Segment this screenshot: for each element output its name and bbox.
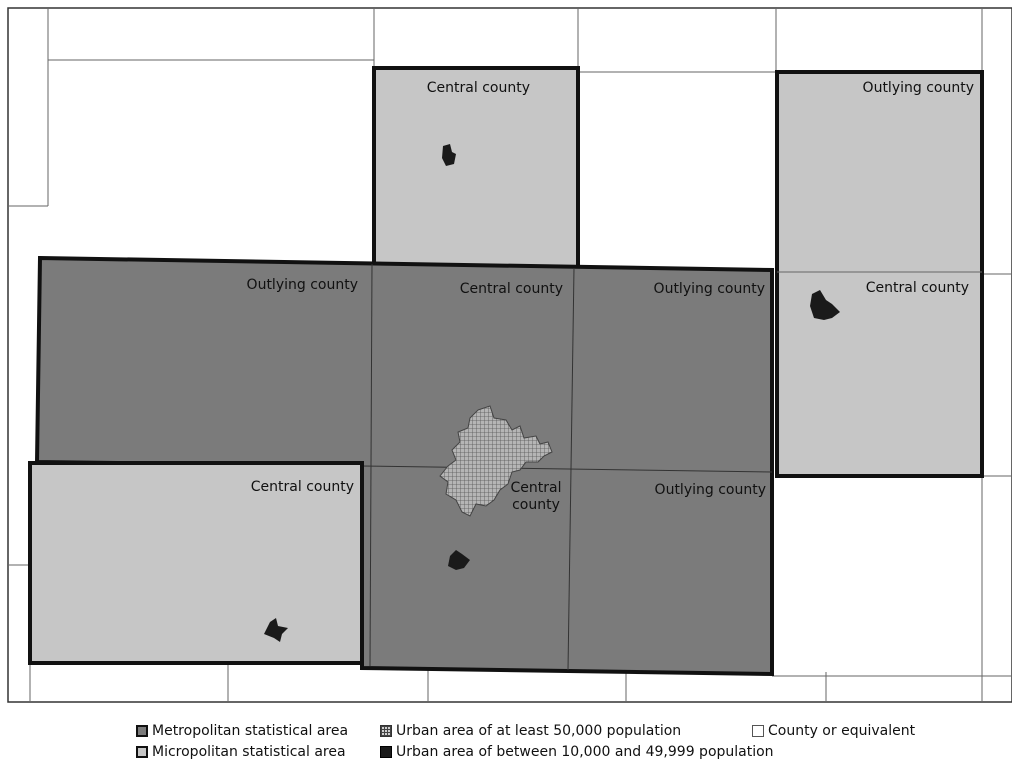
metro-swatch-icon (136, 725, 148, 737)
solid-swatch-icon (380, 746, 392, 758)
label-mid-center: Central county (460, 281, 563, 297)
legend-label-urban50: Urban area of at least 50,000 population (396, 723, 682, 739)
label-mid-right: Outlying county (654, 281, 765, 297)
county-top-center (372, 66, 580, 270)
label-bottom-right: Outlying county (655, 482, 766, 498)
grid-swatch-icon (380, 725, 392, 737)
label-bottom-center-line2: county (512, 497, 560, 513)
legend-item-micro: Micropolitan statistical area (136, 744, 346, 760)
legend-item-urban10: Urban area of between 10,000 and 49,999 … (380, 744, 774, 760)
legend-item-metro: Metropolitan statistical area (136, 723, 348, 739)
label-top-right: Outlying county (863, 80, 974, 96)
county-bottom-left (28, 461, 364, 665)
label-bottom-left: Central county (251, 479, 354, 495)
label-bottom-center-line1: Central (511, 480, 562, 496)
legend-item-county: County or equivalent (752, 723, 915, 739)
legend-label-urban10: Urban area of between 10,000 and 49,999 … (396, 744, 774, 760)
metro-inner-lines (361, 263, 773, 671)
label-top-center: Central county (427, 80, 530, 96)
label-mid-left: Outlying county (247, 277, 358, 293)
urban-area-large (439, 405, 553, 517)
legend-label-metro: Metropolitan statistical area (152, 723, 349, 739)
legend-label-micro: Micropolitan statistical area (152, 744, 346, 760)
legend-label-county: County or equivalent (768, 723, 916, 739)
county-right (775, 70, 984, 478)
label-right-lower: Central county (866, 280, 969, 296)
legend: Metropolitan statistical area Urban area… (0, 718, 1012, 768)
county-swatch-icon (752, 725, 764, 737)
legend-item-urban50: Urban area of at least 50,000 population (380, 723, 681, 739)
micro-swatch-icon (136, 746, 148, 758)
urban-areas-small (264, 144, 840, 642)
